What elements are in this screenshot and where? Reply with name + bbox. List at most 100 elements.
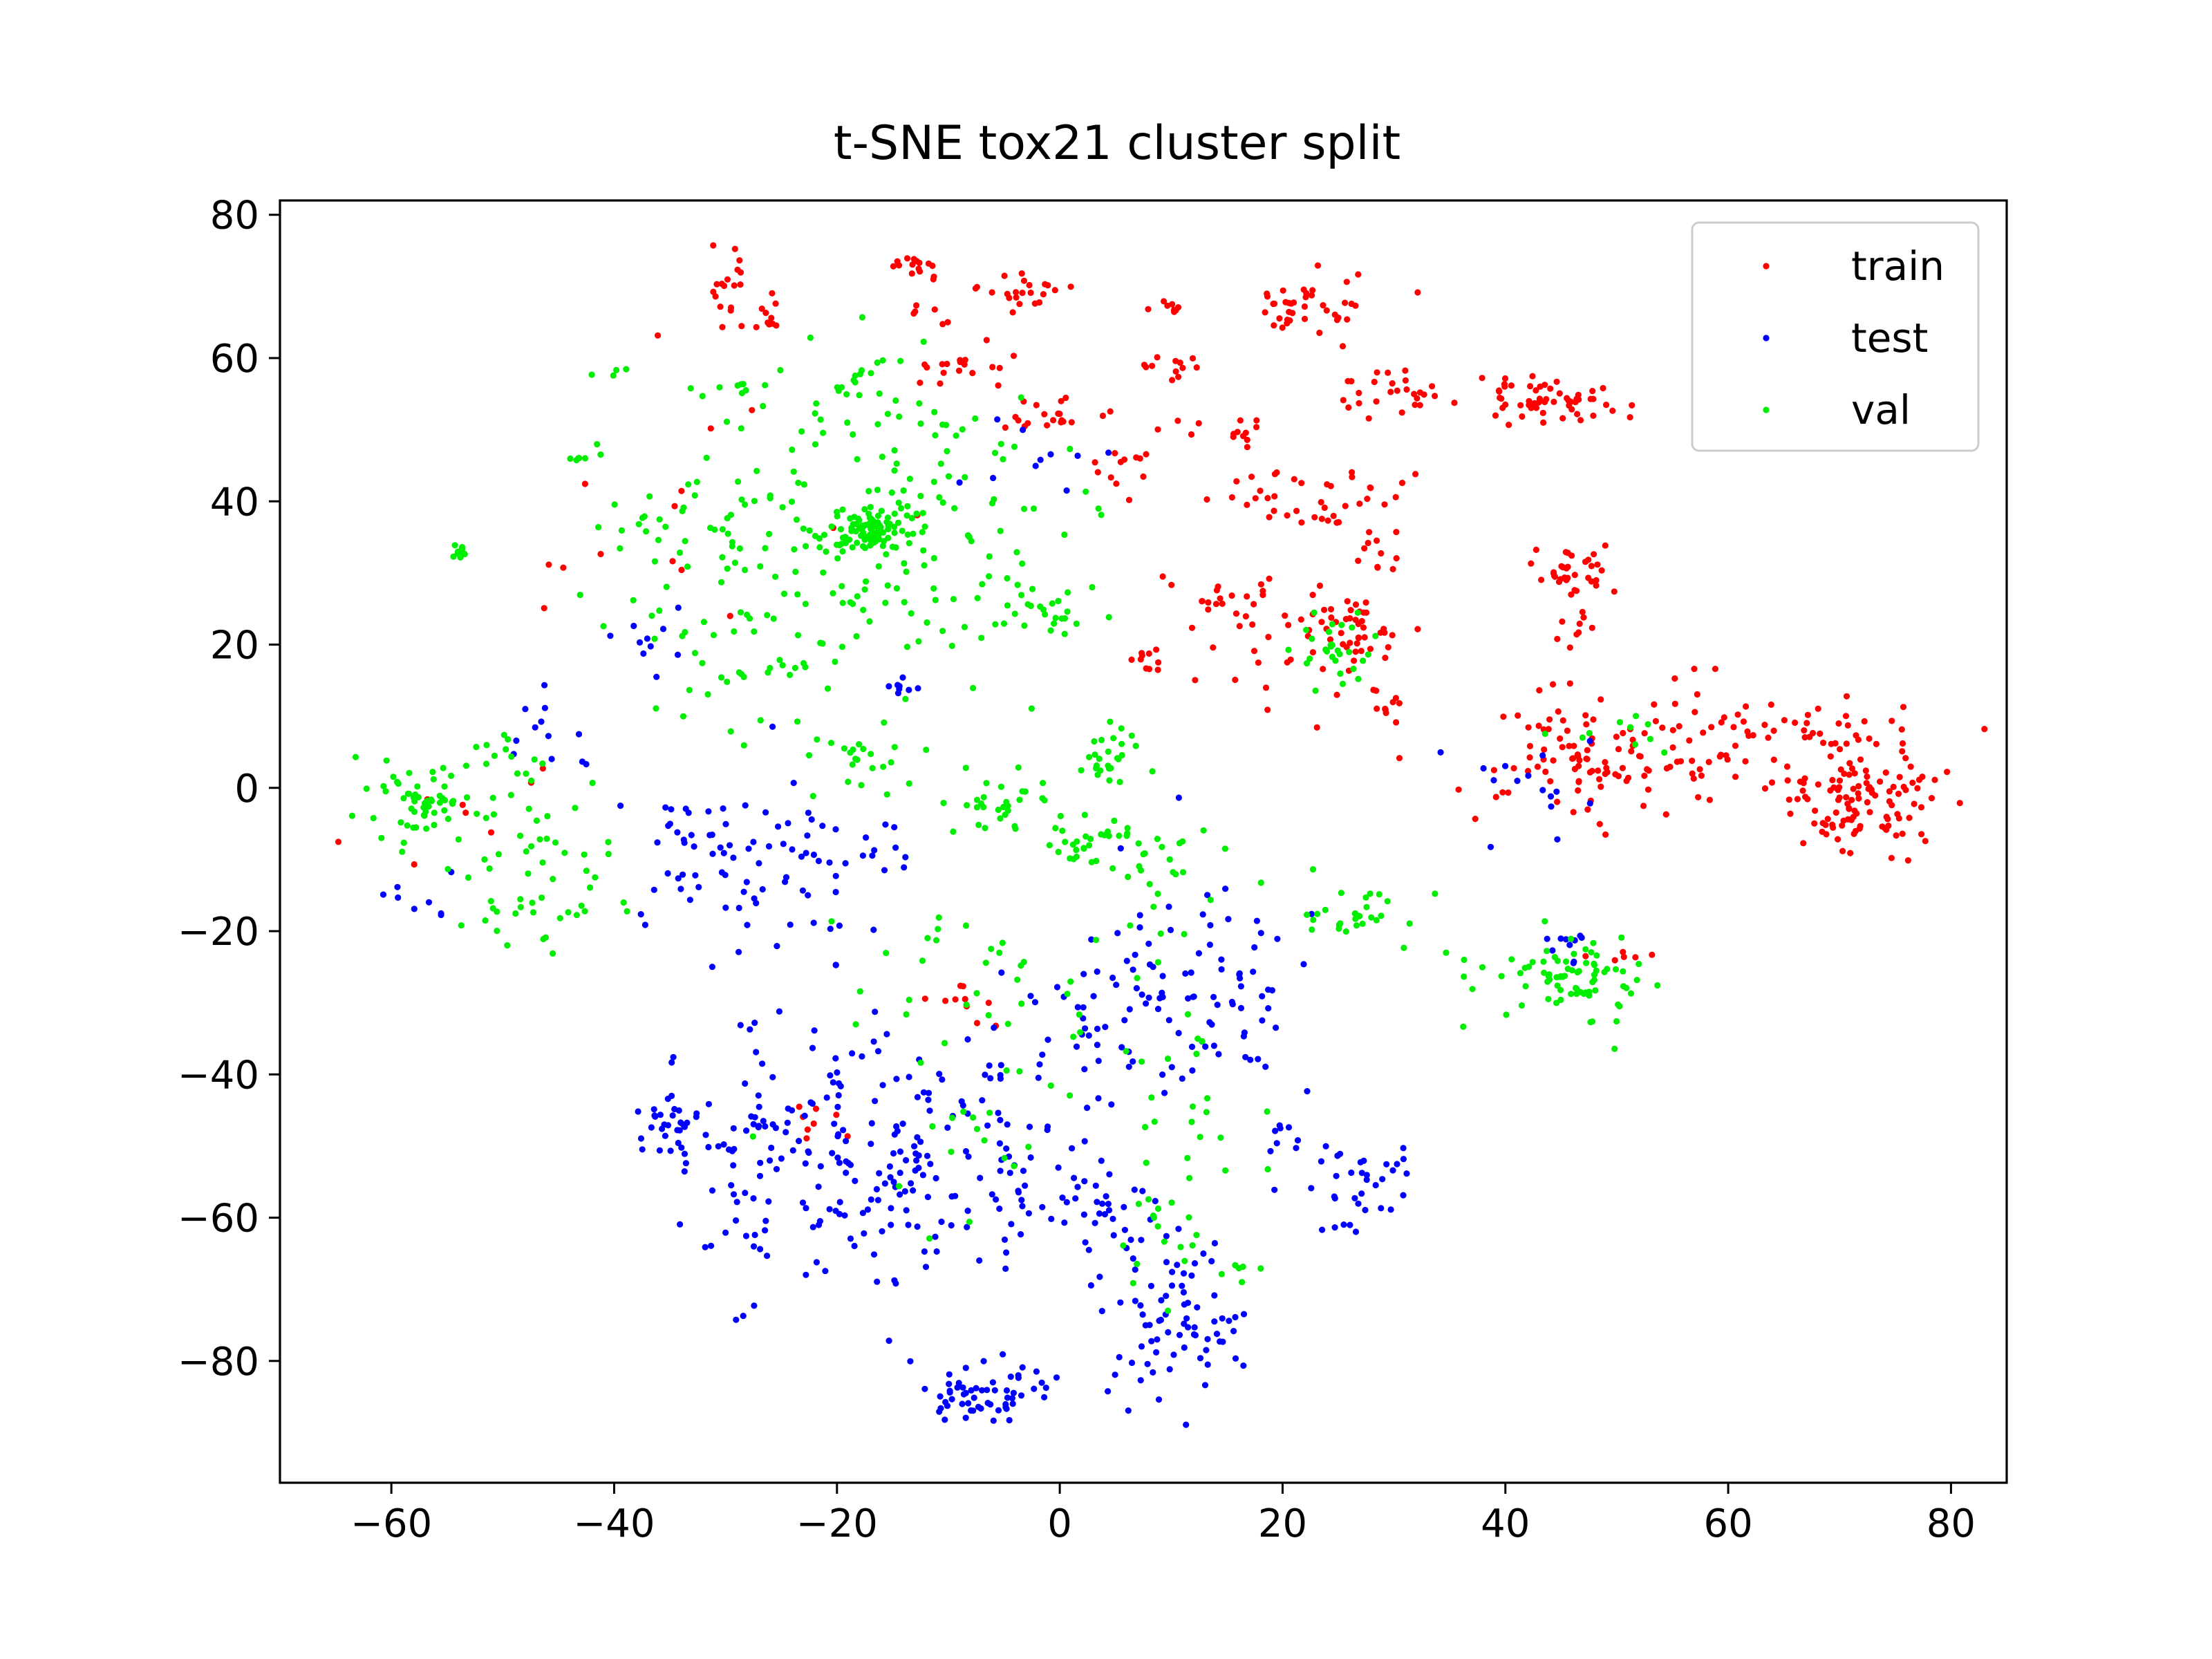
point-val	[653, 705, 659, 712]
point-test	[1265, 1005, 1272, 1012]
point-test	[750, 1243, 758, 1250]
point-test	[674, 651, 682, 658]
point-val	[883, 791, 890, 798]
point-val	[812, 441, 819, 448]
point-val	[1189, 1242, 1196, 1249]
point-test	[1095, 1058, 1102, 1065]
point-test	[1004, 1121, 1011, 1128]
point-test	[1225, 916, 1232, 923]
point-val	[1042, 611, 1049, 618]
point-test	[650, 1106, 657, 1113]
point-test	[1210, 1042, 1217, 1049]
point-train	[1743, 703, 1750, 710]
point-test	[1179, 1075, 1185, 1082]
point-test	[1098, 1157, 1105, 1164]
point-train	[1285, 621, 1292, 628]
point-val	[860, 606, 867, 614]
point-val	[850, 431, 856, 438]
x-tick-label: 40	[1481, 1501, 1530, 1546]
point-test	[668, 806, 675, 813]
point-train	[904, 255, 911, 262]
point-test	[1257, 930, 1264, 937]
point-train	[1846, 771, 1853, 778]
point-train	[1327, 636, 1334, 643]
point-val	[1105, 832, 1112, 839]
point-train	[1851, 770, 1858, 777]
point-val	[852, 1021, 859, 1028]
point-train	[597, 550, 604, 558]
point-train	[1232, 676, 1239, 684]
point-test	[1570, 959, 1577, 966]
point-test	[1032, 462, 1039, 469]
point-train	[1694, 691, 1700, 698]
point-val	[791, 664, 798, 671]
point-train	[560, 564, 567, 571]
point-train	[810, 1120, 817, 1127]
point-test	[1363, 1172, 1370, 1179]
point-test	[893, 1076, 900, 1082]
point-test	[678, 1144, 685, 1151]
point-train	[1019, 290, 1026, 297]
point-val	[482, 917, 489, 924]
point-val	[851, 514, 858, 521]
point-val	[556, 915, 563, 921]
point-val	[450, 553, 457, 560]
point-val	[504, 942, 511, 949]
point-test	[1044, 1036, 1051, 1043]
point-test	[705, 1100, 712, 1107]
point-test	[1383, 1161, 1390, 1168]
point-train	[1546, 716, 1553, 723]
point-train	[939, 321, 946, 328]
point-test	[942, 1398, 949, 1405]
point-train	[655, 332, 662, 339]
point-test	[1085, 1032, 1092, 1039]
point-val	[1098, 736, 1105, 744]
point-train	[1013, 294, 1020, 301]
point-val	[533, 817, 541, 824]
point-train	[1706, 796, 1713, 803]
point-train	[1524, 767, 1532, 775]
point-test	[872, 1009, 879, 1015]
point-train	[1597, 696, 1604, 703]
point-test	[1071, 1174, 1078, 1181]
point-test	[1099, 1200, 1106, 1207]
point-train	[983, 337, 990, 344]
point-val	[382, 788, 389, 795]
point-test	[1218, 966, 1225, 973]
point-val	[425, 803, 432, 810]
point-train	[1570, 809, 1577, 816]
point-train	[1398, 480, 1406, 487]
point-test	[709, 850, 716, 857]
point-val	[838, 541, 845, 547]
point-val	[1086, 842, 1093, 849]
point-test	[659, 1125, 666, 1132]
point-train	[1333, 691, 1340, 698]
point-val	[780, 590, 788, 597]
point-val	[462, 762, 470, 769]
point-test	[1018, 1197, 1025, 1203]
point-test	[861, 1230, 868, 1237]
point-test	[937, 1405, 944, 1412]
point-test	[1053, 1374, 1060, 1381]
point-val	[1015, 764, 1022, 771]
point-train	[1696, 766, 1703, 773]
point-test	[829, 1150, 836, 1156]
point-test	[751, 1114, 758, 1121]
point-train	[1154, 354, 1161, 361]
point-train	[1094, 469, 1101, 476]
point-train	[1412, 402, 1418, 409]
point-train	[1188, 431, 1195, 438]
point-test	[751, 1020, 758, 1027]
point-train	[1628, 748, 1635, 755]
point-val	[1239, 1279, 1246, 1286]
point-test	[670, 1053, 677, 1060]
point-train	[1577, 417, 1584, 424]
point-test	[1480, 765, 1487, 772]
point-val	[348, 812, 355, 819]
point-val	[592, 874, 599, 881]
point-val	[731, 559, 738, 566]
point-val	[809, 793, 816, 800]
point-test	[920, 1089, 927, 1096]
point-test	[769, 1074, 776, 1080]
point-val	[790, 468, 797, 475]
